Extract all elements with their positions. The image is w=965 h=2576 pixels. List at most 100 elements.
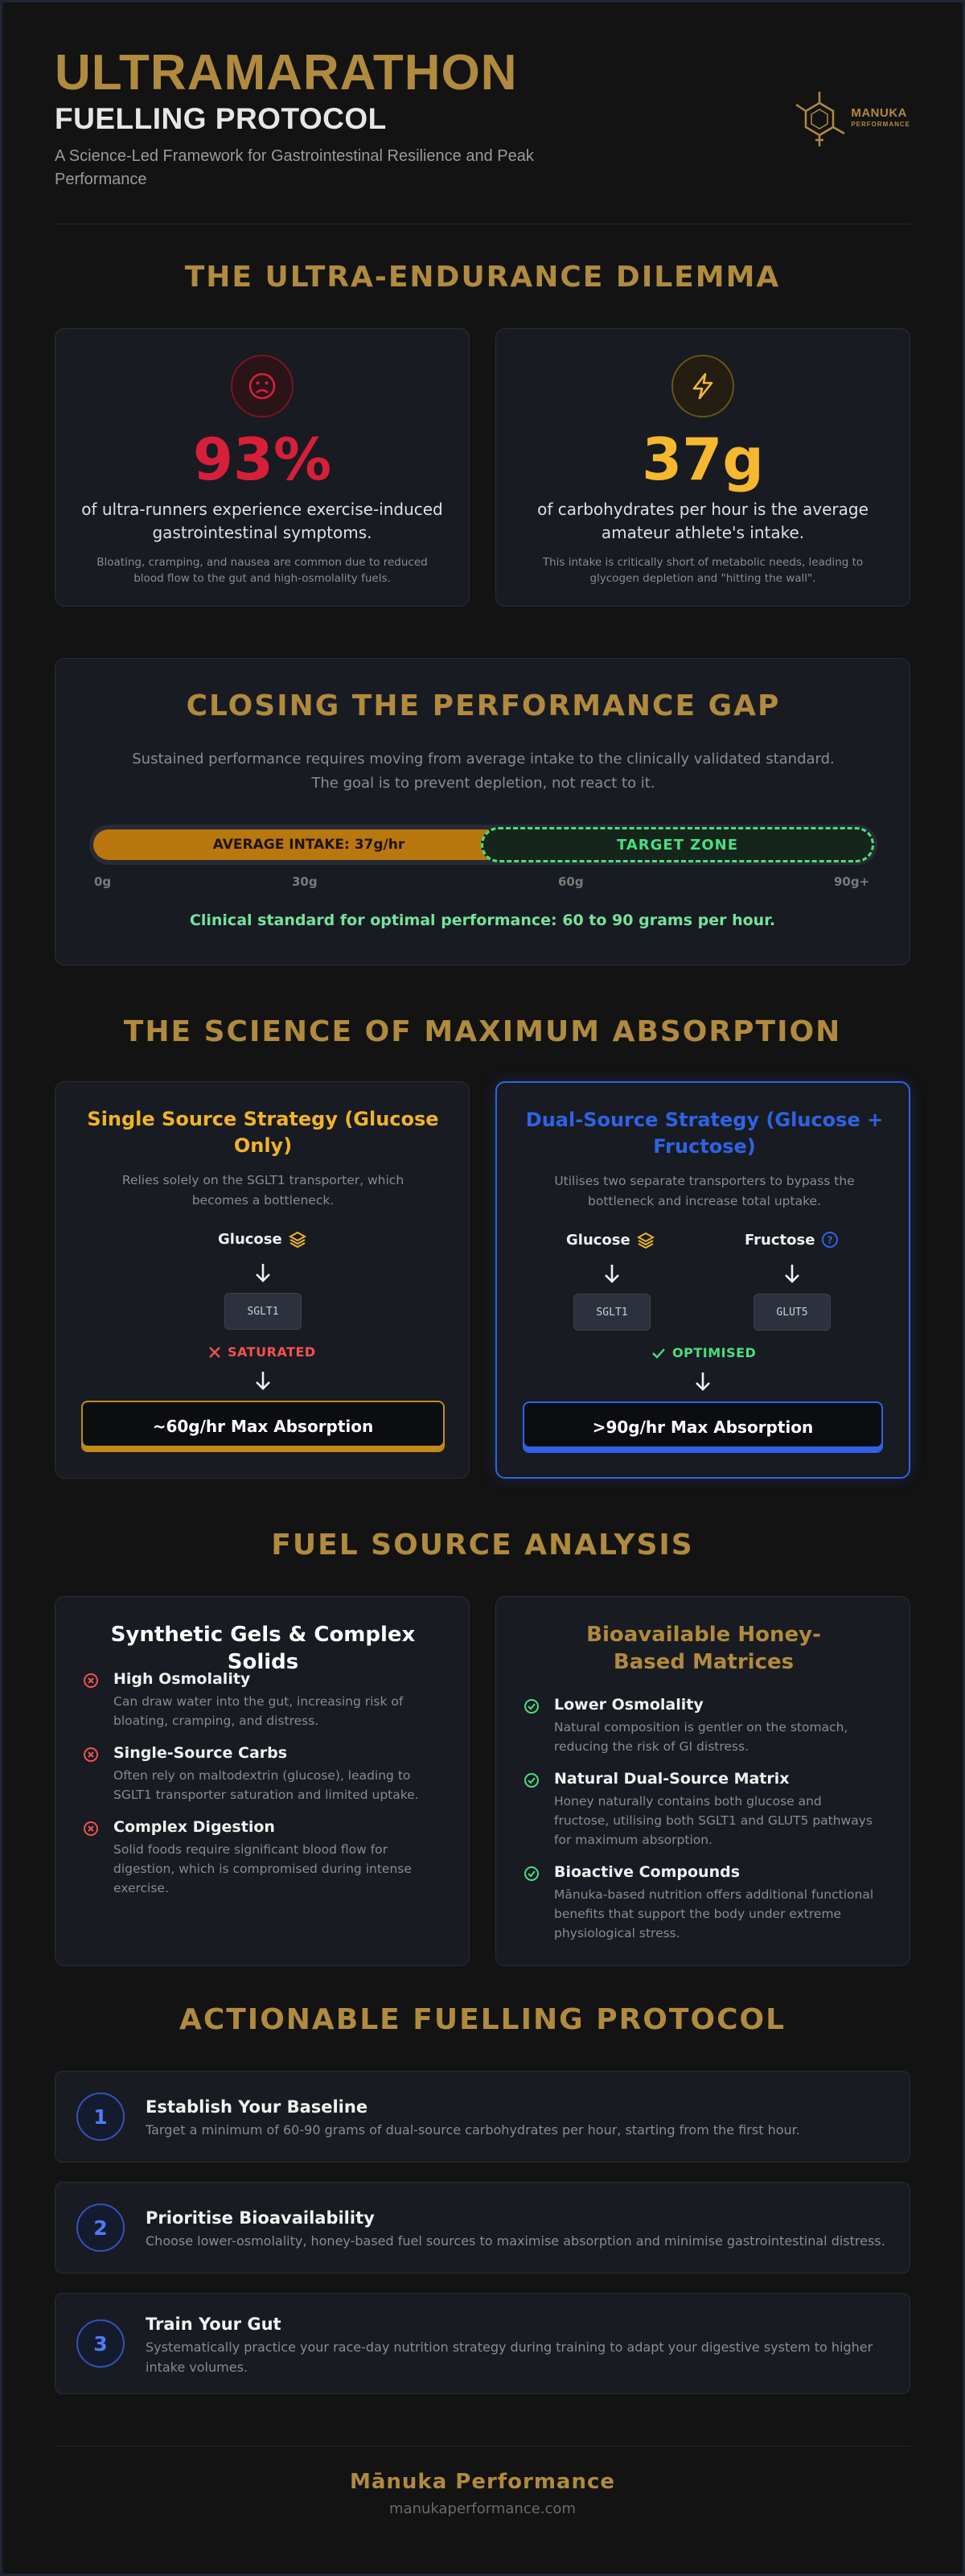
single-source-card: Single Source Strategy (Glucose Only) Re… xyxy=(55,1081,470,1479)
footer-url[interactable]: manukaperformance.com xyxy=(389,2500,576,2517)
down-arrow-icon xyxy=(256,1264,270,1282)
layers-icon xyxy=(636,1232,655,1249)
section-title-protocol: ACTIONABLE FUELLING PROTOCOL xyxy=(179,2003,786,2036)
item-title: Lower Osmolality xyxy=(554,1696,704,1714)
step-number-badge: 2 xyxy=(76,2204,125,2252)
dual-source-card: Dual-Source Strategy (Glucose + Fructose… xyxy=(495,1081,910,1479)
stat-detail: Bloating, cramping, and nausea are commo… xyxy=(96,556,428,585)
scale-tick: 0g xyxy=(94,874,112,889)
item-description: Can draw water into the gut, increasing … xyxy=(113,1694,404,1728)
dual-source-description: Utilises two separate transporters to by… xyxy=(554,1174,855,1208)
sglt1-transporter-chip: SGLT1 xyxy=(573,1294,651,1331)
down-arrow-icon xyxy=(696,1372,710,1391)
page-subtitle: FUELLING PROTOCOL xyxy=(55,102,387,135)
item-title: Single-Source Carbs xyxy=(113,1744,288,1762)
step-title: Train Your Gut xyxy=(146,2315,281,2334)
frown-face-icon xyxy=(231,355,294,418)
section-title-dilemma: THE ULTRA-ENDURANCE DILEMMA xyxy=(184,261,781,294)
performance-gap-card: CLOSING THE PERFORMANCE GAP Sustained pe… xyxy=(55,658,910,965)
honey-item: Natural Dual-Source Matrix Honey natural… xyxy=(524,1769,877,1850)
footer-brand: Mānuka Performance xyxy=(349,2470,616,2494)
lightning-bolt-icon xyxy=(671,355,734,418)
intake-progress-bar: AVERAGE INTAKE: 37g/hr TARGET ZONE xyxy=(89,825,877,865)
down-arrow-icon xyxy=(256,1372,270,1390)
item-description: Natural composition is gentler on the st… xyxy=(554,1720,848,1754)
item-description: Mānuka-based nutrition offers additional… xyxy=(554,1887,874,1940)
protocol-step: 2 Prioritise Bioavailability Choose lowe… xyxy=(55,2182,910,2274)
single-source-description: Relies solely on the SGLT1 transporter, … xyxy=(121,1173,404,1208)
glucose-label: Glucose xyxy=(218,1230,306,1248)
glucose-text: Glucose xyxy=(566,1231,630,1249)
saturated-label: SATURATED xyxy=(228,1344,316,1360)
layers-icon xyxy=(288,1231,306,1248)
item-description: Solid foods require significant blood fl… xyxy=(113,1842,412,1895)
page-title: ULTRAMARATHON xyxy=(55,45,518,101)
scale-tick: 60g xyxy=(558,874,584,889)
check-icon xyxy=(652,1348,665,1359)
stat-lead: of ultra-runners experience exercise-ind… xyxy=(81,500,443,542)
optimised-label: OPTIMISED xyxy=(672,1345,757,1360)
single-max-absorption: ~60g/hr Max Absorption xyxy=(81,1401,445,1452)
stat-card-carb-intake: 37g of carbohydrates per hour is the ave… xyxy=(495,328,910,607)
stat-value: 37g xyxy=(642,426,764,493)
section-title-gap: CLOSING THE PERFORMANCE GAP xyxy=(186,689,781,722)
brand-logo: MANUKA PERFORMANCE xyxy=(791,88,910,150)
svg-text:?: ? xyxy=(827,1235,833,1246)
honey-item: Bioactive Compounds Mānuka-based nutriti… xyxy=(524,1862,877,1943)
saturated-status: SATURATED xyxy=(208,1344,316,1360)
single-source-title: Single Source Strategy (Glucose Only) xyxy=(87,1108,439,1157)
help-circle-icon: ? xyxy=(822,1232,839,1248)
fructose-text: Fructose xyxy=(745,1231,815,1249)
page-description: A Science-Led Framework for Gastrointest… xyxy=(55,147,534,188)
synthetic-item: Complex Digestion Solid foods require si… xyxy=(83,1817,437,1898)
synthetic-item: Single-Source Carbs Often rely on maltod… xyxy=(83,1743,437,1804)
stat-value: 93% xyxy=(192,426,332,493)
step-title: Establish Your Baseline xyxy=(146,2097,368,2117)
item-title: Complex Digestion xyxy=(113,1818,275,1836)
protocol-step: 3 Train Your Gut Systematically practice… xyxy=(55,2293,910,2394)
gap-description-line-2: The goal is to prevent depletion, not re… xyxy=(311,775,655,792)
x-circle-icon xyxy=(84,1747,98,1762)
fructose-label: Fructose ? xyxy=(745,1231,839,1249)
x-circle-icon xyxy=(84,1821,98,1836)
scale-tick: 30g xyxy=(292,874,318,889)
item-title: Bioactive Compounds xyxy=(554,1863,741,1881)
check-circle-icon xyxy=(524,1866,539,1881)
logo-name: MANUKA xyxy=(851,106,907,120)
honey-item: Lower Osmolality Natural composition is … xyxy=(524,1695,877,1756)
item-title: Natural Dual-Source Matrix xyxy=(554,1770,790,1788)
down-arrow-icon xyxy=(785,1265,799,1283)
synthetic-item: High Osmolality Can draw water into the … xyxy=(83,1669,437,1730)
dual-source-title: Dual-Source Strategy (Glucose + Fructose… xyxy=(525,1109,884,1158)
molecule-icon xyxy=(795,92,845,146)
logo-text: MANUKA PERFORMANCE xyxy=(851,106,910,130)
x-icon xyxy=(209,1346,220,1358)
stat-card-gi-symptoms: 93% of ultra-runners experience exercise… xyxy=(55,328,470,607)
synthetic-title: Synthetic Gels & Complex Solids xyxy=(110,1623,416,1674)
logo-tagline: PERFORMANCE xyxy=(851,121,910,128)
item-description: Often rely on maltodextrin (glucose), le… xyxy=(113,1768,419,1802)
gap-description: Sustained performance requires moving fr… xyxy=(88,747,879,796)
check-circle-icon xyxy=(524,1773,539,1788)
check-circle-icon xyxy=(524,1699,539,1714)
scale-tick: 90g+ xyxy=(834,874,870,889)
down-arrow-icon xyxy=(605,1265,619,1283)
step-description: Choose lower-osmolality, honey-based fue… xyxy=(146,2233,885,2249)
sglt1-transporter-chip: SGLT1 xyxy=(224,1293,302,1330)
glucose-text: Glucose xyxy=(218,1230,282,1248)
step-number-badge: 3 xyxy=(76,2319,125,2368)
section-title-fuel: FUEL SOURCE ANALYSIS xyxy=(271,1529,694,1562)
gap-description-line-1: Sustained performance requires moving fr… xyxy=(132,751,835,767)
optimised-status: OPTIMISED xyxy=(651,1345,756,1360)
synthetic-fuels-card: Synthetic Gels & Complex Solids High Osm… xyxy=(55,1596,470,1966)
step-title: Prioritise Bioavailability xyxy=(146,2208,375,2228)
clinical-standard-note: Clinical standard for optimal performanc… xyxy=(189,911,776,929)
stat-detail: This intake is critically short of metab… xyxy=(542,556,864,585)
average-intake-fill: AVERAGE INTAKE: 37g/hr xyxy=(93,829,524,860)
header: ULTRAMARATHON FUELLING PROTOCOL A Scienc… xyxy=(55,47,910,222)
step-description: Systematically practice your race-day nu… xyxy=(146,2339,873,2375)
target-zone: TARGET ZONE xyxy=(481,827,874,862)
honey-fuels-card: Bioavailable Honey-Based Matrices Lower … xyxy=(495,1596,910,1966)
protocol-step: 1 Establish Your Baseline Target a minim… xyxy=(55,2071,910,2162)
